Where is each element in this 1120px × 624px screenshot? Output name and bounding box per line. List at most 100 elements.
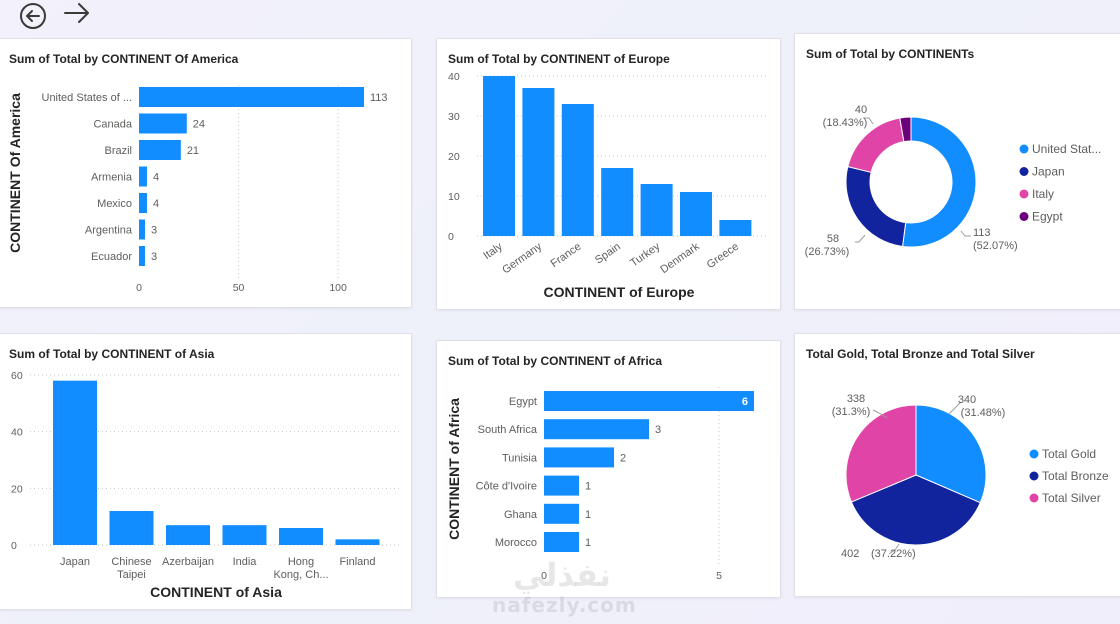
data-label-value: 58 [827, 233, 839, 245]
bar [139, 246, 145, 266]
america-bar-chart: 0 50 100 United States of ... 113 Canada 24 Bra… [7, 85, 388, 294]
data-label-value: 40 [855, 104, 867, 116]
bar [544, 391, 754, 411]
x-tick-label: 50 [233, 282, 245, 294]
data-label: 3 [655, 424, 661, 436]
category-label: France [549, 241, 584, 270]
asia-chart-title: Sum of Total by CONTINENT of Asia [9, 347, 215, 361]
data-label: 4 [153, 172, 159, 184]
y-tick-label: 0 [11, 540, 17, 552]
category-label: Brazil [104, 145, 132, 157]
continents-chart-title: Sum of Total by CONTINENTs [806, 47, 975, 61]
data-label-percent: (37.22%) [871, 548, 916, 560]
category-label: Taipei [117, 569, 146, 581]
continents-chart-card: Sum of Total by CONTINENTs 113 (52.07%) 58… [794, 33, 1120, 310]
category-label: Kong, Ch... [273, 569, 328, 581]
america-chart-title: Sum of Total by CONTINENT Of America [9, 52, 239, 66]
category-label: Italy [481, 240, 505, 262]
bar [166, 525, 210, 545]
forward-arrow-icon [64, 3, 89, 23]
y-tick-label: 10 [448, 191, 460, 203]
category-label: Spain [593, 241, 623, 267]
leader-line [948, 401, 962, 415]
bar [139, 140, 181, 160]
category-label: Argentina [85, 225, 133, 237]
bar [139, 113, 187, 134]
x-axis-title: CONTINENT of Europe [544, 284, 695, 300]
leader-line [855, 234, 866, 243]
y-tick-label: 30 [448, 111, 460, 123]
category-label: Chinese [111, 556, 151, 568]
medals-chart-title: Total Gold, Total Bronze and Total Silve… [806, 347, 1035, 361]
data-label-percent: (52.07%) [973, 240, 1018, 252]
back-button[interactable] [17, 0, 49, 32]
pie-slice [915, 404, 987, 504]
legend-label: Italy [1032, 187, 1054, 201]
category-label: United States of ... [42, 92, 133, 104]
category-label: India [233, 556, 258, 568]
europe-chart-card: Sum of Total by CONTINENT of Europe 0 10 2… [436, 38, 781, 310]
legend-marker [1019, 212, 1029, 221]
medals-chart-card: Total Gold, Total Bronze and Total Silve… [794, 333, 1120, 597]
category-label: Azerbaijan [162, 556, 214, 568]
pie-slice [845, 166, 907, 248]
bar [640, 184, 673, 236]
legend-label: Total Gold [1042, 447, 1096, 461]
america-chart-card: Sum of Total by CONTINENT Of America 0 50… [0, 38, 412, 308]
back-arrow-icon [20, 3, 46, 29]
data-label-value: 113 [973, 227, 991, 239]
x-tick-label: 100 [329, 282, 347, 294]
pie-slice [899, 116, 912, 143]
data-label-value: 338 [847, 393, 865, 405]
y-axis-title: CONTINENT of Africa [446, 398, 462, 540]
category-label: Hong [288, 556, 314, 568]
africa-bar-chart: 0 5 Egypt 6 South Africa 3 Tunisia 2 Côte d'Ivoi… [446, 387, 754, 582]
category-label: Ecuador [91, 251, 132, 263]
watermark-logo: نفذلي nafezly.com [492, 556, 636, 624]
bar [544, 503, 579, 524]
data-label-percent: (26.73%) [805, 246, 850, 258]
category-label: Morocco [495, 537, 537, 549]
category-label: Mexico [97, 198, 132, 210]
category-label: Tunisia [502, 452, 538, 464]
category-label: Finland [339, 556, 375, 568]
data-label: 113 [370, 92, 388, 104]
legend-marker [1029, 471, 1039, 481]
y-tick-label: 0 [448, 231, 454, 243]
data-label-percent: (31.48%) [961, 407, 1006, 419]
bar [601, 168, 634, 236]
bar [139, 87, 364, 107]
category-label: Côte d'Ivoire [476, 481, 537, 493]
africa-chart-title: Sum of Total by CONTINENT of Africa [448, 354, 663, 368]
leader-line [888, 543, 900, 555]
bar [544, 419, 649, 440]
legend-marker [1029, 449, 1039, 459]
forward-button[interactable] [61, 0, 93, 29]
y-tick-label: 40 [448, 71, 460, 83]
legend-label: Egypt [1032, 210, 1063, 224]
europe-chart-title: Sum of Total by CONTINENT of Europe [448, 52, 670, 66]
pie-slice [845, 404, 917, 503]
legend-label: Total Silver [1042, 491, 1101, 505]
data-label-value: 340 [958, 394, 976, 406]
bar [279, 528, 323, 545]
category-label: Egypt [509, 396, 537, 408]
category-label: Greece [705, 241, 741, 272]
africa-chart-card: Sum of Total by CONTINENT of Africa 0 5 Eg… [436, 340, 781, 598]
leader-line [872, 409, 888, 419]
legend-marker [1029, 493, 1039, 503]
x-axis-title: CONTINENT of Asia [150, 584, 282, 600]
data-label: 3 [151, 251, 157, 263]
data-label: 4 [153, 198, 159, 210]
data-label-percent: (18.43%) [823, 117, 868, 129]
leader-line [960, 230, 971, 237]
data-label: 1 [585, 481, 591, 493]
continents-donut-chart: 113(52.07%) 58(26.73%) 40(18.43%) United St… [805, 104, 1102, 258]
data-label: 3 [151, 225, 157, 237]
x-tick-label: 5 [716, 570, 722, 582]
data-label: 2 [620, 452, 626, 464]
bar [544, 475, 579, 496]
data-label: 24 [193, 119, 205, 131]
